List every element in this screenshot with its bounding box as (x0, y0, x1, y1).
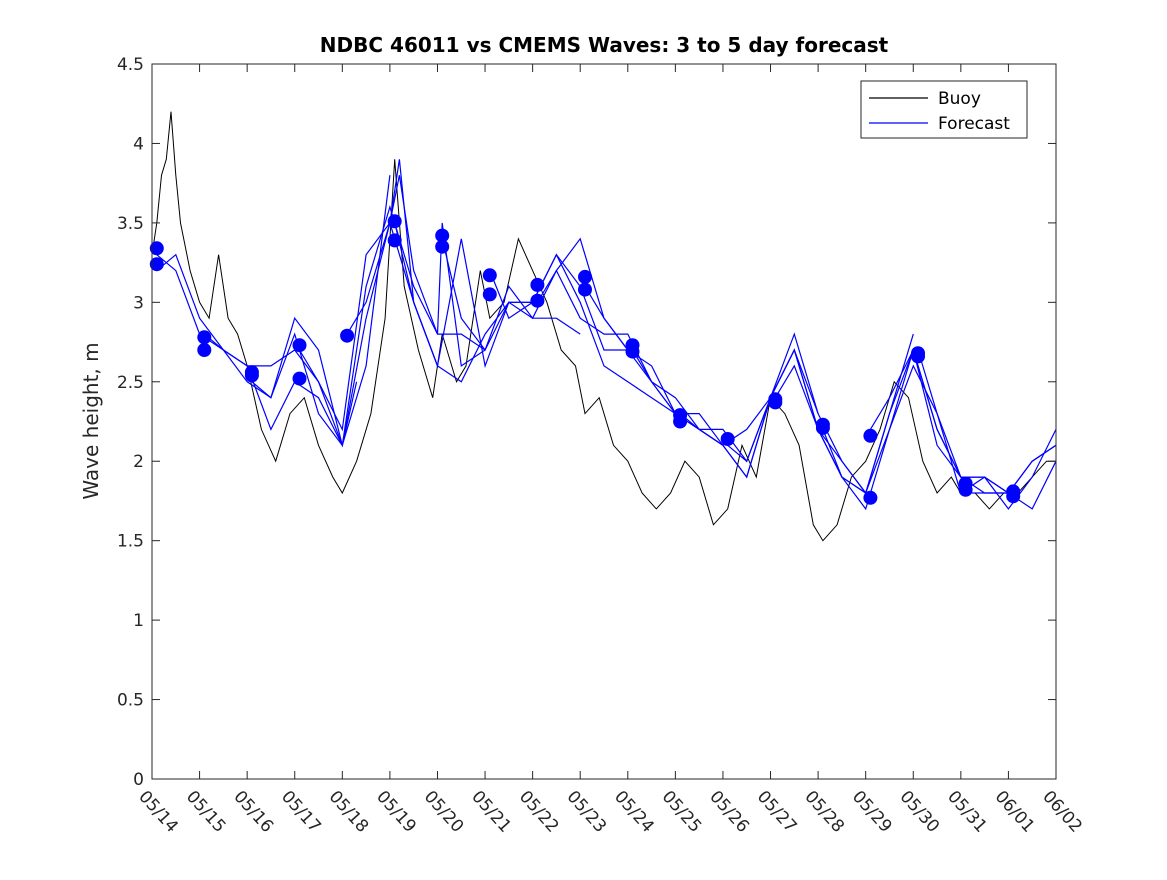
legend-label-forecast: Forecast (938, 114, 1010, 134)
forecast-dot (387, 233, 402, 248)
y-tick-label: 4 (133, 134, 144, 154)
forecast-dot (530, 293, 545, 308)
y-tick-label: 0.5 (117, 691, 144, 711)
forecast-run-line-2 (156, 175, 391, 447)
y-tick-label: 1.5 (117, 532, 144, 552)
y-tick-label: 2.5 (117, 373, 144, 393)
forecast-dot (720, 432, 735, 446)
y-axis-label: Wave height, m (79, 342, 103, 499)
buoy-series-line (151, 111, 1056, 542)
forecast-dot (1006, 489, 1021, 504)
forecast-run-line-18 (917, 349, 1057, 510)
forecast-dot (482, 287, 497, 302)
forecast-dot (815, 420, 830, 435)
forecast-run-line-5 (298, 159, 533, 432)
forecast-dot (149, 241, 164, 256)
forecast-dot (340, 328, 355, 343)
y-tick-label: 4.5 (117, 55, 144, 75)
forecast-dot (673, 414, 688, 429)
forecast-dot (911, 349, 925, 364)
forecast-dot (768, 395, 783, 410)
plot-area (149, 111, 1057, 542)
forecast-dot (625, 344, 640, 359)
forecast-dot (435, 239, 450, 254)
forecast-dot (197, 343, 212, 357)
forecast-dot (387, 214, 402, 229)
legend-box (860, 80, 1028, 139)
chart-title: NDBC 46011 vs CMEMS Waves: 3 to 5 day fo… (320, 33, 889, 57)
forecast-dot (958, 482, 973, 497)
forecast-dot (530, 277, 545, 292)
y-tick-label: 0 (133, 770, 144, 790)
y-tick-label: 3 (133, 293, 144, 313)
forecast-dot (578, 282, 592, 297)
axes-box (151, 63, 1057, 780)
forecast-dot (197, 330, 212, 345)
forecast-dot (482, 268, 497, 283)
forecast-dot (863, 490, 878, 505)
legend: Buoy Forecast (860, 80, 1028, 139)
y-tick-label: 2 (133, 452, 144, 472)
forecast-dot (244, 368, 259, 383)
forecast-run-line-4 (251, 204, 486, 446)
forecast-dot (863, 428, 878, 443)
y-tick-label: 3.5 (117, 214, 144, 234)
y-tick-label: 1 (133, 611, 144, 631)
forecast-dot (435, 228, 450, 243)
legend-label-buoy: Buoy (938, 89, 981, 109)
forecast-dot (292, 338, 307, 353)
forecast-dot (292, 371, 307, 386)
forecast-dot (578, 269, 592, 284)
forecast-dot (149, 257, 164, 272)
forecast-run-line-1 (156, 254, 358, 447)
